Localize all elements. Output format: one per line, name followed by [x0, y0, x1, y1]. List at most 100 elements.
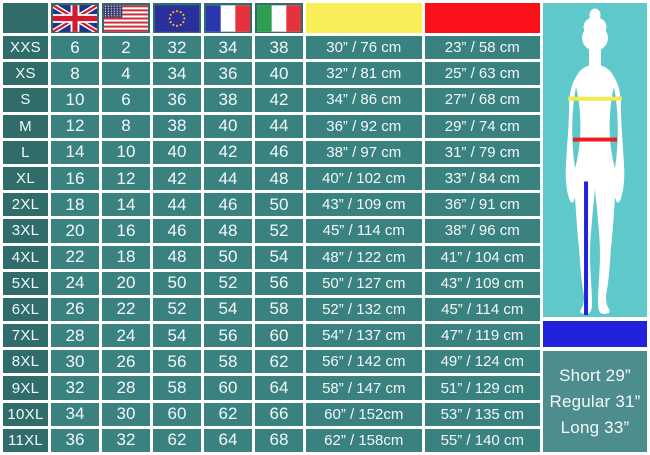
italy-size: 56 [255, 271, 303, 295]
italy-size: 50 [255, 193, 303, 217]
usa-size: 2 [102, 36, 150, 60]
eu-size: 38 [153, 114, 201, 138]
eu-size: 62 [153, 428, 201, 452]
size-label: M [3, 114, 48, 138]
uk-size: 6 [51, 36, 99, 60]
waist-measure: 45” / 114 cm [424, 297, 540, 322]
italy-size: 68 [255, 428, 303, 452]
eu-flag-icon [153, 3, 201, 33]
chest-measure: 45” / 114 cm [306, 219, 422, 243]
waist-measure: 55” / 140 cm [424, 428, 540, 452]
usa-size: 6 [102, 88, 150, 112]
usa-size: 22 [102, 297, 150, 322]
waist-measure: 31” / 79 cm [424, 140, 540, 164]
france-size: 36 [204, 62, 252, 86]
france-size: 64 [204, 428, 252, 452]
waist-measure: 29” / 74 cm [424, 114, 540, 138]
size-label: 9XL [3, 376, 48, 400]
usa-size: 26 [102, 350, 150, 374]
size-label: 4XL [3, 245, 48, 269]
waist-measure: 43” / 109 cm [424, 271, 540, 295]
usa-size: 10 [102, 140, 150, 164]
eu-size: 52 [153, 297, 201, 322]
waist-measure: 51” / 129 cm [424, 376, 540, 400]
waist-measure: 23” / 58 cm [424, 36, 540, 60]
usa-flag-icon [102, 3, 150, 33]
italy-size: 42 [255, 88, 303, 112]
france-size: 60 [204, 376, 252, 400]
uk-size: 18 [51, 193, 99, 217]
eu-size: 36 [153, 88, 201, 112]
size-label: 5XL [3, 271, 48, 295]
size-label: 8XL [3, 350, 48, 374]
usa-size: 24 [102, 324, 150, 348]
waist-measure-header-swatch [424, 3, 540, 33]
inseam-line [584, 181, 589, 316]
italy-size: 64 [255, 376, 303, 400]
inseam-legend-bar [543, 321, 647, 347]
right-arm-gap [609, 86, 618, 169]
italy-size: 48 [255, 166, 303, 191]
uk-size: 10 [51, 88, 99, 112]
france-size: 58 [204, 350, 252, 374]
size-label: XL [3, 166, 48, 191]
france-flag-icon [204, 3, 252, 33]
waist-measure: 38” / 96 cm [424, 219, 540, 243]
eu-size: 48 [153, 245, 201, 269]
italy-size: 52 [255, 219, 303, 243]
chest-measure: 58” / 147 cm [306, 376, 422, 400]
uk-size: 12 [51, 114, 99, 138]
chest-measure: 62” / 158cm [306, 428, 422, 452]
chest-measure: 54” / 137 cm [306, 324, 422, 348]
italy-size: 44 [255, 114, 303, 138]
france-size: 52 [204, 271, 252, 295]
uk-size: 32 [51, 376, 99, 400]
eu-size: 50 [153, 271, 201, 295]
chest-measure: 32” / 81 cm [306, 62, 422, 86]
uk-size: 14 [51, 140, 99, 164]
france-size: 54 [204, 297, 252, 322]
uk-size: 20 [51, 219, 99, 243]
italy-size: 46 [255, 140, 303, 164]
eu-size: 58 [153, 376, 201, 400]
italy-size: 66 [255, 402, 303, 426]
chest-measure: 36” / 92 cm [306, 114, 422, 138]
eu-size: 46 [153, 219, 201, 243]
waist-measure: 33” / 84 cm [424, 166, 540, 191]
france-size: 48 [204, 219, 252, 243]
italy-size: 54 [255, 245, 303, 269]
waist-measure: 36” / 91 cm [424, 193, 540, 217]
italy-size: 60 [255, 324, 303, 348]
uk-size: 24 [51, 271, 99, 295]
size-label: 6XL [3, 297, 48, 322]
france-size: 44 [204, 166, 252, 191]
eu-size: 60 [153, 402, 201, 426]
italy-size: 58 [255, 297, 303, 322]
usa-size: 4 [102, 62, 150, 86]
italy-size: 38 [255, 36, 303, 60]
italy-size: 62 [255, 350, 303, 374]
uk-size: 8 [51, 62, 99, 86]
waist-measure: 25” / 63 cm [424, 62, 540, 86]
usa-size: 16 [102, 219, 150, 243]
waist-measure: 47” / 119 cm [424, 324, 540, 348]
france-size: 38 [204, 88, 252, 112]
chest-measure: 40” / 102 cm [306, 166, 422, 191]
head [582, 24, 608, 51]
chest-measure: 43” / 109 cm [306, 193, 422, 217]
chest-measure: 30” / 76 cm [306, 36, 422, 60]
chest-measure: 38” / 97 cm [306, 140, 422, 164]
uk-size: 34 [51, 402, 99, 426]
chest-measure: 52” / 132 cm [306, 297, 422, 322]
uk-flag-icon [51, 3, 99, 33]
france-size: 34 [204, 36, 252, 60]
usa-size: 8 [102, 114, 150, 138]
usa-size: 20 [102, 271, 150, 295]
chest-measure: 60” / 152cm [306, 402, 422, 426]
size-label: 7XL [3, 324, 48, 348]
eu-size: 56 [153, 350, 201, 374]
size-column-header [3, 3, 48, 33]
uk-size: 36 [51, 428, 99, 452]
waist-measure: 49” / 124 cm [424, 350, 540, 374]
measurement-guide-panel: Short 29” Regular 31” Long 33” [543, 3, 647, 452]
